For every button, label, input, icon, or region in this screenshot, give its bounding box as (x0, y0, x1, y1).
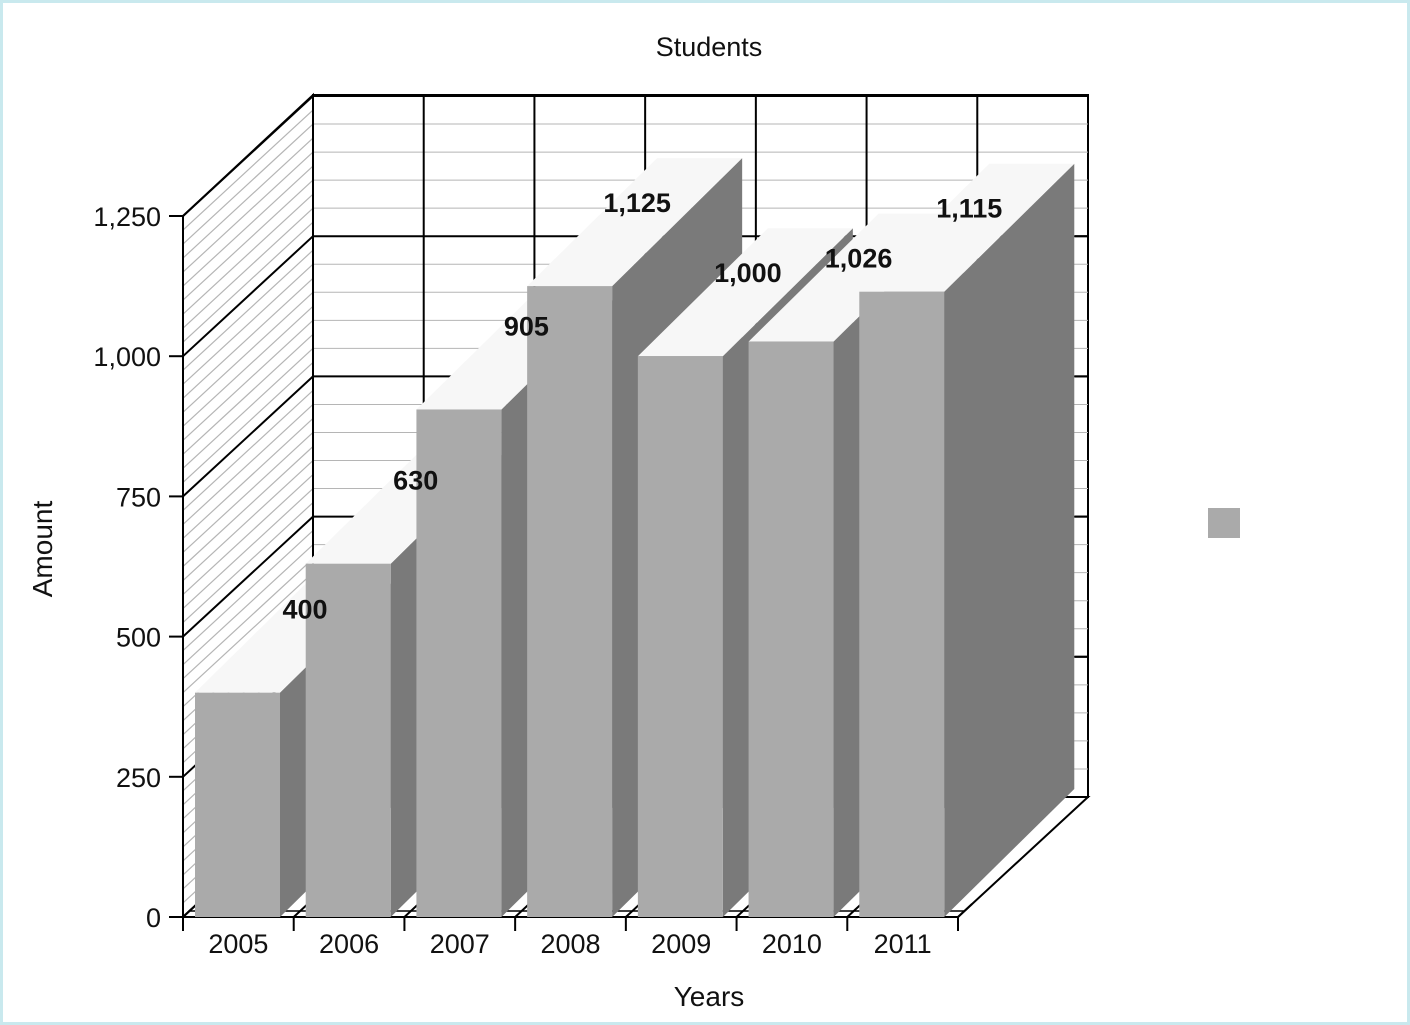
data-label: 905 (504, 311, 549, 341)
left-wall-major-line (182, 375, 314, 498)
data-label: 1,000 (714, 258, 782, 288)
data-label: 1,125 (603, 188, 671, 218)
left-wall-hatch (182, 389, 314, 511)
x-tick-label: 2007 (430, 929, 490, 959)
left-wall-hatch (182, 403, 314, 525)
y-tick-label: 1,000 (93, 342, 161, 372)
bar (195, 692, 280, 917)
y-tick-label: 500 (116, 623, 161, 653)
y-tick-label: 750 (116, 482, 161, 512)
bar-top (859, 163, 1075, 292)
left-wall-hatch (182, 109, 314, 231)
y-tick-label: 250 (116, 763, 161, 793)
chart-bars (195, 158, 1075, 918)
left-wall-hatch (182, 263, 314, 385)
x-tick-label: 2008 (540, 929, 600, 959)
bar (527, 286, 613, 918)
left-wall-hatch (182, 446, 314, 567)
chart-labels: 0 250 500 750 1,000 1,250 2005 2006 2007 2008 2009… (93, 188, 1002, 959)
bar (637, 356, 723, 917)
data-label: 630 (393, 466, 438, 496)
left-wall-hatch (182, 460, 314, 581)
left-wall-hatch (182, 207, 314, 329)
left-wall-hatch (182, 432, 314, 553)
x-tick-label: 2006 (319, 929, 379, 959)
bar (416, 409, 502, 917)
left-wall-major-line (182, 235, 314, 357)
left-wall-hatch (182, 572, 314, 694)
x-tick-label: 2005 (208, 929, 268, 959)
left-wall-hatch (182, 502, 314, 624)
left-wall-hatch (182, 474, 314, 595)
floor-tick (957, 903, 973, 918)
data-label: 1,115 (936, 194, 1002, 224)
left-wall-hatch (182, 361, 314, 483)
left-wall-hatch (182, 488, 314, 610)
left-wall-hatch (182, 530, 314, 652)
left-wall-hatch (182, 179, 314, 301)
left-wall-hatch (182, 277, 314, 399)
left-wall-hatch (182, 319, 314, 441)
bar-top (527, 158, 743, 287)
left-wall-hatch (182, 193, 314, 315)
data-label: 1,026 (825, 244, 893, 274)
left-wall-hatch (182, 291, 314, 413)
chart-svg: 0 250 500 750 1,000 1,250 2005 2006 2007 2008 2009… (27, 32, 1240, 1012)
left-wall-hatch (182, 418, 314, 539)
legend-swatch (1208, 508, 1240, 538)
x-tick-label: 2009 (651, 929, 711, 959)
chart-title: Students (656, 32, 763, 62)
bar (859, 291, 945, 917)
bar (748, 341, 834, 917)
left-wall-hatch (182, 544, 314, 666)
y-tick-label: 0 (146, 903, 161, 933)
data-label: 400 (282, 595, 327, 625)
left-wall-hatch (182, 165, 314, 287)
y-tick-label: 1,250 (93, 202, 161, 232)
left-wall-hatch (182, 123, 314, 245)
left-wall-hatch (182, 347, 314, 469)
x-tick-label: 2010 (762, 929, 822, 959)
left-wall-hatch (182, 137, 314, 259)
left-wall-hatch (182, 305, 314, 427)
bar-side (944, 163, 1075, 917)
left-wall-hatch (182, 333, 314, 455)
x-axis-title: Years (674, 981, 745, 1012)
x-tick-label: 2011 (874, 929, 932, 959)
left-wall-hatch (182, 558, 314, 680)
bar (305, 563, 391, 917)
bar-top (637, 228, 853, 357)
y-axis-title: Amount (27, 501, 58, 598)
left-wall-hatch (182, 221, 314, 343)
left-wall-major-line (182, 515, 314, 638)
left-wall-major-line (182, 95, 314, 217)
left-wall-hatch (182, 151, 314, 273)
left-wall-hatch (182, 249, 314, 371)
